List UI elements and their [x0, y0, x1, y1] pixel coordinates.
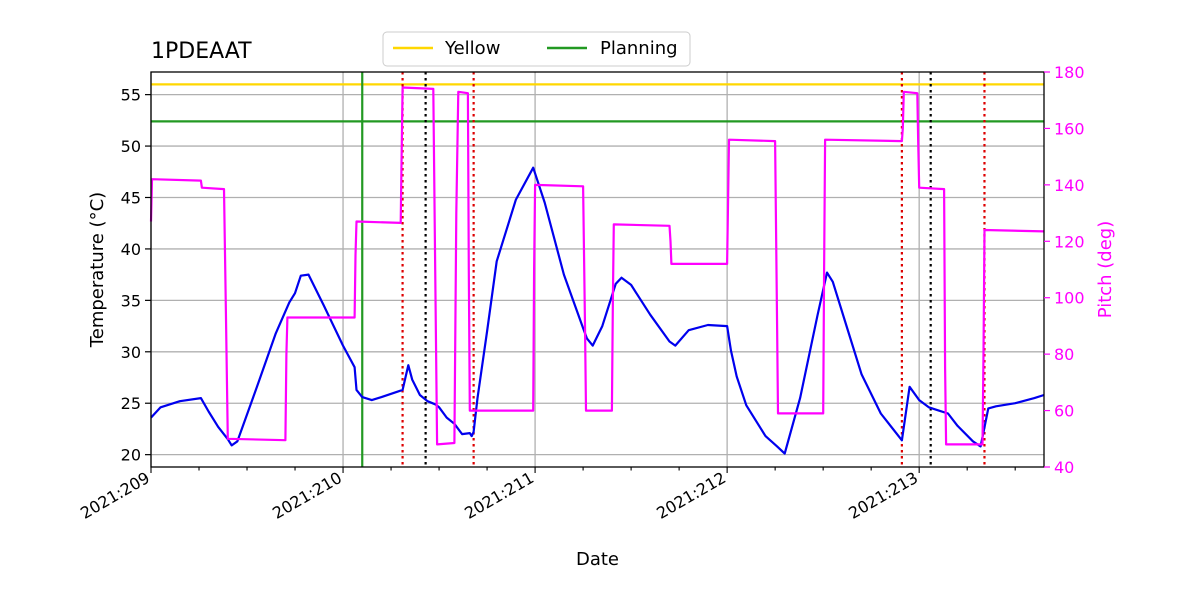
pitch-series-line — [149, 86, 1045, 446]
y2-tick-label: 120 — [1054, 232, 1085, 251]
legend-label-yellow: Yellow — [444, 38, 500, 59]
y2-tick-label: 80 — [1054, 345, 1074, 364]
y-tick-label: 40 — [121, 240, 141, 259]
x-tick-label: 2021:210 — [269, 468, 345, 523]
y-axis-label: Temperature (°C) — [87, 192, 108, 348]
bottom-axis: 2021:209 2021:210 2021:211 2021:212 2021:213 — [77, 467, 1016, 523]
y-tick-label: 20 — [121, 446, 141, 465]
y-tick-label: 45 — [121, 188, 141, 207]
x-tick-label: 2021:209 — [77, 468, 153, 523]
temperature-series-line — [150, 166, 1045, 455]
x-tick-label: 2021:212 — [653, 468, 729, 523]
series-layer — [149, 86, 1045, 455]
y-tick-label: 25 — [121, 394, 141, 413]
y-tick-label: 50 — [121, 137, 141, 156]
x-tick-label: 2021:213 — [845, 468, 921, 523]
y-tick-label: 55 — [121, 86, 141, 105]
y2-axis-label: Pitch (deg) — [1095, 221, 1116, 319]
limit-lines — [151, 72, 1044, 467]
y2-tick-label: 180 — [1054, 63, 1085, 82]
chart-title: 1PDEAAT — [151, 39, 252, 64]
right-axis: 40 60 80 100 120 140 160 180 — [1044, 63, 1085, 477]
y-tick-label: 30 — [121, 343, 141, 362]
plot-frame — [150, 71, 1045, 468]
y-tick-label: 35 — [121, 291, 141, 310]
x-axis-label: Date — [576, 549, 619, 570]
legend-label-planning: Planning — [600, 38, 678, 59]
legend: Yellow Planning — [382, 31, 691, 67]
y2-tick-label: 100 — [1054, 289, 1085, 308]
event-markers — [401, 72, 986, 467]
x-tick-label: 2021:211 — [461, 468, 537, 523]
legend-box — [382, 31, 691, 67]
left-axis: 20 25 30 35 40 45 50 55 — [121, 86, 151, 465]
y2-tick-label: 140 — [1054, 176, 1085, 195]
y2-tick-label: 40 — [1054, 458, 1074, 477]
y2-tick-label: 160 — [1054, 119, 1085, 138]
y2-tick-label: 60 — [1054, 402, 1074, 421]
